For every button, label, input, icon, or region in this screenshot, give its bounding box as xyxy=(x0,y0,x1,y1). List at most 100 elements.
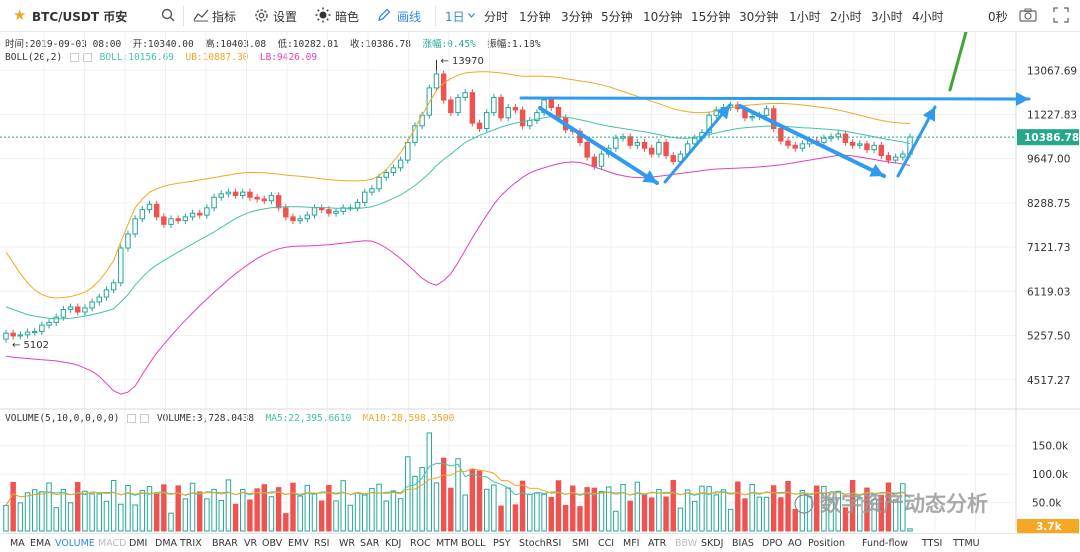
indicator-tab-macd[interactable]: MACD xyxy=(98,538,127,549)
interval-tab[interactable]: 4小时 xyxy=(912,10,944,24)
favorite-star-icon[interactable]: ★ xyxy=(13,6,27,24)
indicator-tab-position[interactable]: Position xyxy=(808,538,845,549)
interval-tab[interactable]: 15分钟 xyxy=(691,10,731,24)
volume-bar xyxy=(196,491,203,532)
trend-arrow xyxy=(738,104,886,178)
indicator-tab-dmi[interactable]: DMI xyxy=(129,538,148,549)
indicator-tab-mfi[interactable]: MFI xyxy=(623,538,640,549)
volume-bar xyxy=(82,490,88,532)
volume-bar xyxy=(878,494,885,532)
candle-body xyxy=(390,167,397,174)
fullscreen-icon[interactable] xyxy=(1053,7,1069,23)
price-tick-label: 7121.73 xyxy=(1027,242,1070,254)
indicator-tab-sar[interactable]: SAR xyxy=(360,538,380,549)
candle-body xyxy=(110,282,117,291)
volume-bar xyxy=(519,480,526,532)
settings-button[interactable]: 设置 xyxy=(273,10,298,24)
interval-tab[interactable]: 1小时 xyxy=(789,10,821,24)
candle-body xyxy=(3,332,9,340)
volume-bar xyxy=(218,500,224,532)
candle-body xyxy=(326,209,332,214)
candle-body xyxy=(799,143,806,149)
volume-tick-label: 100.0k xyxy=(1032,469,1069,481)
draw-button[interactable]: 画线 xyxy=(397,10,422,24)
indicator-tab-wr[interactable]: WR xyxy=(339,538,355,549)
pair-title[interactable]: BTC/USDT 币安 xyxy=(32,10,128,24)
last-price-label: 10386.78 xyxy=(1024,132,1079,144)
camera-icon[interactable] xyxy=(1019,8,1037,22)
search-icon[interactable] xyxy=(161,8,175,22)
indicator-tab-fund-flow[interactable]: Fund-flow xyxy=(862,538,909,549)
indicator-tab-dma[interactable]: DMA xyxy=(155,538,178,549)
indicator-tab-ema[interactable]: EMA xyxy=(30,538,51,549)
volume-bar xyxy=(742,498,748,532)
candle-body xyxy=(146,203,153,211)
boll-lower-band xyxy=(5,154,911,395)
price-tick-label: 13067.69 xyxy=(1027,65,1077,77)
volume-bar xyxy=(376,483,382,532)
indicator-settings-icon[interactable] xyxy=(127,414,137,423)
volume-bar xyxy=(96,493,102,532)
indicator-tab-rsi[interactable]: RSI xyxy=(314,538,330,549)
interval-tab[interactable]: 5分钟 xyxy=(601,10,633,24)
indicator-tab-ttsi[interactable]: TTSI xyxy=(922,538,943,549)
indicator-tab-boll[interactable]: BOLL xyxy=(461,538,486,549)
interval-tab[interactable]: 3小时 xyxy=(871,10,903,24)
volume-bar xyxy=(31,489,38,532)
indicator-tab-psy[interactable]: PSY xyxy=(493,538,511,549)
trend-arrow-head xyxy=(869,164,884,177)
interval-tab[interactable]: 30分钟 xyxy=(739,10,779,24)
indicator-tab-ao[interactable]: AO xyxy=(788,538,802,549)
volume-bar xyxy=(555,480,562,532)
indicator-close-icon[interactable] xyxy=(82,53,92,62)
interval-tab[interactable]: 3分钟 xyxy=(561,10,593,24)
candle-body xyxy=(204,207,210,216)
indicator-tab-kdj[interactable]: KDJ xyxy=(385,538,402,549)
candle-body xyxy=(297,218,303,222)
indicator-tab-skdj[interactable]: SKDJ xyxy=(701,538,724,549)
indicator-tab-smi[interactable]: SMI xyxy=(572,538,590,549)
indicator-tab-bias[interactable]: BIAS xyxy=(732,538,754,549)
volume-bar xyxy=(713,494,720,532)
indicator-tab-vr[interactable]: VR xyxy=(244,538,258,549)
indicator-tab-bbw[interactable]: BBW xyxy=(675,538,698,549)
indicator-settings-icon[interactable] xyxy=(69,53,79,62)
volume-bar xyxy=(727,508,734,532)
volume-bar xyxy=(39,491,45,532)
candle-body xyxy=(89,301,95,309)
indicator-tab-atr[interactable]: ATR xyxy=(648,538,667,549)
indicator-tab-stochrsi[interactable]: StochRSI xyxy=(519,538,562,549)
indicator-tab-ma[interactable]: MA xyxy=(10,538,25,549)
indicator-tab-volume[interactable]: VOLUME xyxy=(55,538,95,549)
candle-body xyxy=(613,137,619,149)
indicator-close-icon[interactable] xyxy=(140,414,150,423)
indicator-tab-cci[interactable]: CCI xyxy=(598,538,615,549)
volume-bar xyxy=(720,489,727,532)
interval-tab[interactable]: 10分钟 xyxy=(643,10,683,24)
indicator-tab-trix[interactable]: TRIX xyxy=(180,538,202,549)
candle-body xyxy=(175,218,181,222)
interval-tab[interactable]: 1分钟 xyxy=(519,10,551,24)
volume-bar xyxy=(699,485,705,532)
volume-bar xyxy=(290,482,296,532)
indicator-tab-obv[interactable]: OBV xyxy=(262,538,283,549)
candle-body xyxy=(182,216,189,222)
indicator-tab-brar[interactable]: BRAR xyxy=(212,538,238,549)
chevron-down-icon[interactable] xyxy=(468,13,475,18)
indicator-tab-emv[interactable]: EMV xyxy=(288,538,309,549)
indicator-tab-mtm[interactable]: MTM xyxy=(436,538,459,549)
volume-bar xyxy=(211,488,217,532)
dark-theme-button[interactable]: 暗色 xyxy=(335,10,360,24)
indicator-tab-dpo[interactable]: DPO xyxy=(762,538,783,549)
candle-body xyxy=(455,97,461,114)
interval-tab[interactable]: 2小时 xyxy=(830,10,862,24)
indicator-tab-ttmu[interactable]: TTMU xyxy=(953,538,980,549)
volume-bar xyxy=(849,479,856,532)
candle-body xyxy=(354,202,361,209)
interval-active[interactable]: 1日 xyxy=(445,10,465,24)
volume-bar xyxy=(577,506,583,532)
indicator-tab-roc[interactable]: ROC xyxy=(410,538,431,549)
chart-area[interactable]: 13067.69 11227.83 9647.00 8288.75 7121.73 611… xyxy=(0,32,1080,533)
indicators-button[interactable]: 指标 xyxy=(212,10,237,24)
interval-tab[interactable]: 分时 xyxy=(484,10,509,24)
